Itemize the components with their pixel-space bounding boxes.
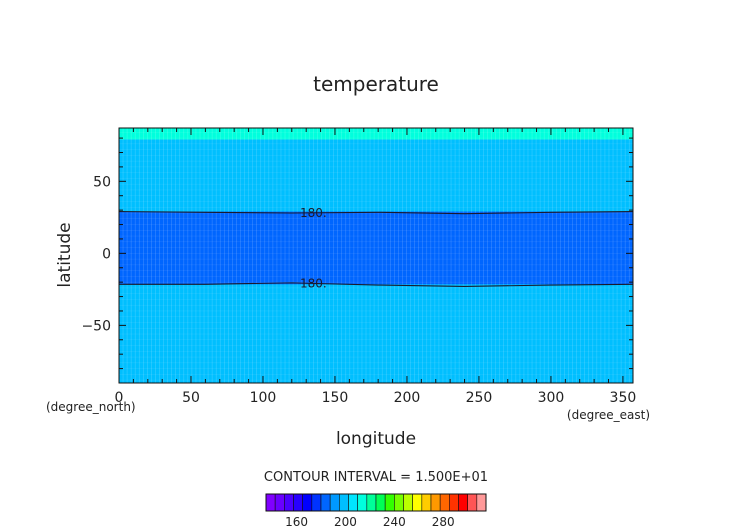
colorbar-tick-label: 280 — [432, 515, 455, 529]
colorbar-tick-label: 160 — [285, 515, 308, 529]
x-axis-label: longitude — [336, 429, 416, 449]
colorbar-swatch — [329, 493, 340, 512]
contour-label-1: 180. — [300, 276, 327, 290]
axes: 0 50 100 150 200 250 300 350 −50 0 50 — [81, 127, 637, 406]
colorbar-swatch — [348, 493, 358, 512]
plot-frame — [118, 127, 634, 384]
contour-interval-label: CONTOUR INTERVAL = 1.500E+01 — [264, 470, 488, 485]
x-tick-label: 250 — [466, 390, 493, 406]
colorbar-swatch — [320, 493, 331, 512]
y-tick-label: 50 — [93, 174, 111, 190]
temperature-band-2 — [119, 211, 633, 285]
colorbar-swatch — [421, 493, 432, 512]
y-axis-label: latitude — [55, 222, 75, 287]
colorbar-swatch — [439, 493, 450, 512]
grid-lines — [118, 128, 633, 383]
x-tick-label: 150 — [322, 390, 349, 406]
contour-label-0: 180. — [300, 206, 327, 220]
y-tick-label: −50 — [81, 318, 111, 334]
colorbar-swatch — [476, 493, 487, 512]
colorbar-swatch — [357, 493, 368, 512]
x-unit-label: (degree_east) — [567, 408, 650, 422]
chart-title: temperature — [313, 72, 439, 96]
colorbar-swatch — [274, 493, 285, 512]
x-tick-label: 100 — [250, 390, 277, 406]
colorbar-swatch — [366, 493, 377, 512]
colorbar-swatch — [302, 493, 313, 512]
colorbar-swatch — [311, 493, 322, 512]
colorbar-swatch — [430, 493, 441, 512]
contour-line-1 — [119, 282, 634, 288]
colorbar-swatch — [375, 493, 386, 512]
colorbar-swatch — [467, 493, 478, 512]
y-tick-label: 0 — [102, 246, 111, 262]
colorbar-frame — [265, 493, 487, 512]
contour-line-0 — [118, 211, 634, 215]
colorbar-swatch — [394, 493, 404, 512]
colorbar-swatch — [384, 493, 395, 512]
x-tick-label: 300 — [538, 390, 565, 406]
y-unit-label: (degree_north) — [46, 400, 136, 414]
colorbar-swatch — [293, 493, 303, 512]
colorbar: 160 200 240 280 — [265, 493, 487, 529]
temperature-band-1 — [119, 128, 633, 140]
colorbar-swatch — [339, 493, 349, 512]
x-tick-label: 0 — [115, 390, 124, 406]
colorbar-swatch — [284, 493, 294, 512]
x-tick-label: 350 — [610, 390, 637, 406]
x-tick-label: 200 — [394, 390, 421, 406]
colorbar-tick-label: 200 — [334, 515, 357, 529]
temperature-bands — [119, 128, 633, 383]
colorbar-swatch — [403, 493, 413, 512]
colorbar-swatch — [449, 493, 459, 512]
x-tick-label: 50 — [182, 390, 200, 406]
colorbar-swatch — [265, 493, 276, 512]
colorbar-swatch — [412, 493, 423, 512]
contour-lines: 180. 180. — [118, 206, 634, 290]
colorbar-swatch — [458, 493, 468, 512]
colorbar-tick-label: 240 — [383, 515, 406, 529]
